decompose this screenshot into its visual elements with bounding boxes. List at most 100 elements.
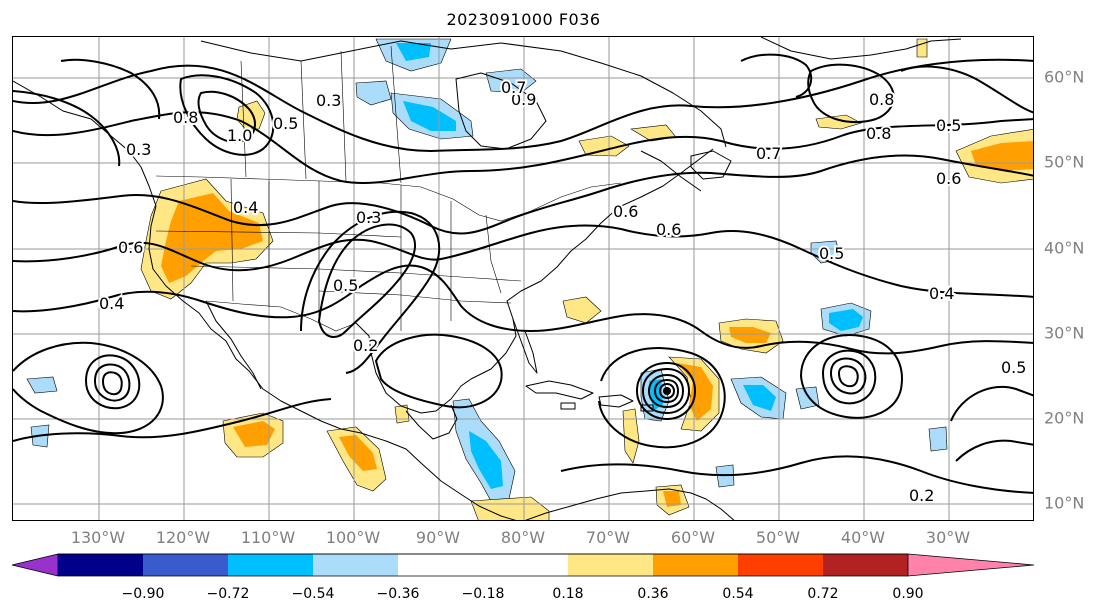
contour-natl-2 — [900, 65, 1033, 114]
coast-gulf — [355, 148, 714, 414]
contour-pacific-south — [13, 398, 332, 442]
shade-canada-blue-1 — [396, 43, 431, 61]
shade-pacific-lightblue — [26, 376, 58, 394]
lat-label-40n: 40°N — [1044, 238, 1085, 258]
cbar-tick-6: 0.36 — [637, 586, 669, 602]
contour-mid-1 — [13, 154, 1033, 235]
clabel-x: 0.6 — [613, 202, 638, 221]
contour-east-2 — [955, 439, 1033, 462]
contour-hurricane-4 — [654, 379, 679, 403]
lat-label-20n: 20°N — [1044, 408, 1085, 428]
contour-west-can-2 — [197, 90, 256, 143]
lon-label-50w: 50°W — [755, 528, 801, 547]
lon-label-90w: 90°W — [415, 528, 461, 547]
clabel-e: 0.5 — [819, 244, 844, 263]
contour-labels: 0.3 0.3 0.4 0.5 0.5 0.6 0.6 0.7 0.8 0.8 … — [97, 76, 1028, 507]
shade-south-orange-2 — [663, 491, 681, 507]
clabel-c: 0.4 — [99, 294, 124, 313]
lat-label-30n: 30°N — [1044, 323, 1085, 343]
coast-newfoundland — [690, 150, 732, 180]
clabel-m: 0.2 — [909, 486, 934, 505]
contour-alaska-2 — [60, 58, 161, 120]
shade-mex2-orange — [339, 435, 377, 471]
contour-mid-2 — [13, 224, 1033, 298]
clabel-b: 0.3 — [356, 208, 381, 227]
shade-ne-us-yellow — [562, 296, 602, 324]
contour-alaska-1 — [13, 90, 121, 167]
clabel-h: 0.7 — [756, 144, 781, 163]
lon-label-110w: 110°W — [240, 528, 296, 547]
clabel-u: 0.2 — [353, 336, 378, 355]
contour-south-1 — [560, 455, 1033, 494]
cbar-seg-6 — [568, 554, 653, 576]
clabel-i: 0.8 — [866, 124, 891, 143]
lon-label-130w: 130°W — [70, 528, 126, 547]
contour-hurricane-1 — [636, 362, 696, 420]
coast-labrador — [640, 150, 702, 192]
contour-hurricane-2 — [642, 368, 690, 414]
clabel-l: 1.0 — [227, 126, 252, 145]
contour-hurricane-5 — [659, 383, 675, 399]
shade-labrador-yellow — [578, 135, 630, 157]
contour-gulf-loop — [375, 333, 503, 409]
clabel-n: 0.4 — [929, 284, 954, 303]
lon-label-40w: 40°W — [840, 528, 886, 547]
shade-canada-blue-2 — [403, 101, 456, 131]
cbar-tick-4: −0.18 — [461, 586, 505, 602]
coast-florida — [512, 318, 538, 374]
cbar-seg-2 — [143, 554, 228, 576]
political-borders — [155, 45, 622, 332]
shade-west-us-orange — [161, 193, 263, 283]
shade-natl-orange — [971, 141, 1033, 171]
border-states-9 — [485, 214, 502, 294]
contour-atl-low-2 — [830, 357, 867, 395]
shade-east-lightblue — [928, 426, 948, 452]
clabel-k: 0.9 — [511, 90, 536, 109]
lat-label-50n: 50°N — [1044, 152, 1085, 172]
cbar-seg-10 — [907, 553, 1035, 577]
cbar-tick-3: −0.36 — [376, 586, 420, 602]
hurricane-eye — [663, 387, 671, 395]
contour-mid-3 — [13, 264, 1033, 355]
cbar-seg-8 — [738, 554, 823, 576]
shade-natl-yellow-small — [815, 114, 862, 130]
clabel-r: 0.3 — [316, 91, 341, 110]
map-canvas: 0.3 0.3 0.4 0.5 0.5 0.6 0.6 0.7 0.8 0.8 … — [13, 37, 1033, 520]
contour-pacific-outer — [13, 341, 164, 435]
coast-west-us — [148, 205, 517, 520]
coast-hudson-bay — [455, 72, 547, 150]
shade-central-am-blue — [469, 431, 503, 489]
clabel-g: 0.6 — [656, 220, 681, 239]
lon-label-100w: 100°W — [325, 528, 381, 547]
contour-east-1 — [950, 385, 1033, 422]
cbar-tick-8: 0.72 — [807, 586, 839, 602]
clabel-f: 0.6 — [118, 238, 143, 257]
shade-subtrop-orange-1 — [729, 327, 771, 343]
border-states-8 — [318, 290, 512, 304]
cbar-seg-0 — [11, 553, 59, 577]
cbar-seg-9 — [823, 554, 908, 576]
clabel-v: 0.5 — [1001, 358, 1026, 377]
clabel-t: 0.5 — [936, 116, 961, 135]
shade-hurr-east-lightblue-2 — [795, 386, 820, 410]
coast-hispaniola — [598, 394, 634, 408]
cbar-tick-0: −0.90 — [121, 586, 165, 602]
contour-natl-1 — [807, 63, 895, 124]
cbar-tick-1: −0.72 — [206, 586, 250, 602]
contour-west-can — [179, 74, 275, 156]
lat-label-10n: 10°N — [1044, 493, 1085, 513]
lon-label-30w: 30°W — [925, 528, 971, 547]
cbar-seg-7 — [653, 554, 738, 576]
cbar-tick-7: 0.54 — [722, 586, 754, 602]
coast-greenland — [760, 37, 962, 60]
cbar-seg-4 — [313, 554, 398, 576]
shade-greenland-yellow — [916, 38, 928, 58]
contour-pacific-low-2 — [94, 363, 131, 402]
coast-baja — [205, 300, 262, 390]
border-states-6 — [155, 230, 402, 238]
coast-cuba — [525, 380, 594, 400]
cbar-tick-2: −0.54 — [291, 586, 335, 602]
contour-north-1 — [13, 58, 1033, 152]
lon-label-70w: 70°W — [585, 528, 631, 547]
contour-pacific-low-1 — [85, 354, 141, 410]
